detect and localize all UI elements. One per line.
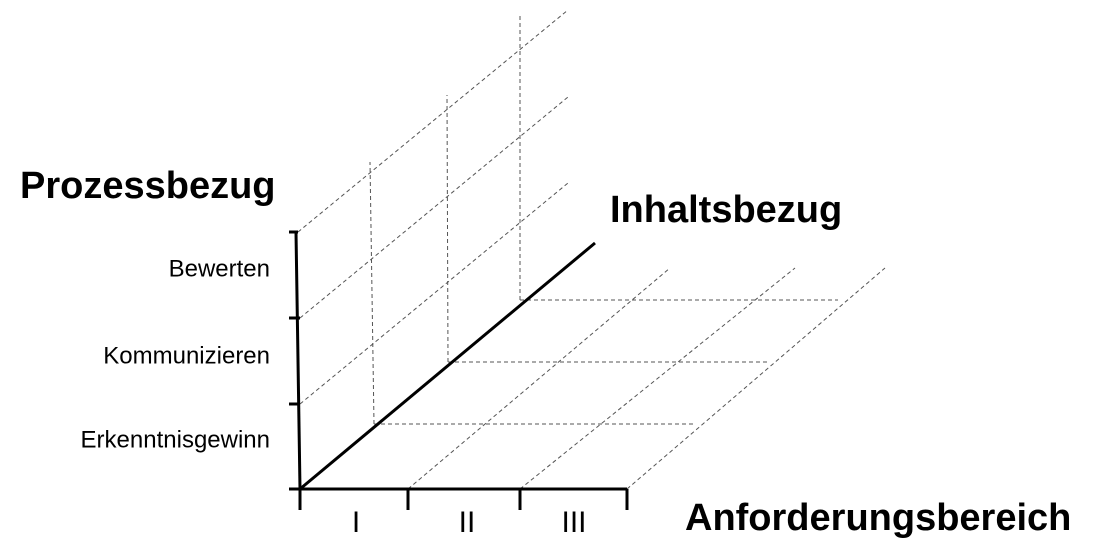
horizontal-axis-title: Anforderungsbereich	[685, 497, 1071, 539]
grid-line	[519, 267, 796, 490]
grid-line	[299, 96, 569, 319]
grid-line	[626, 267, 886, 490]
grid-line	[369, 161, 375, 425]
depth-axis	[299, 241, 596, 491]
vertical-label: Bewerten	[169, 255, 270, 282]
grid-line	[446, 94, 449, 363]
depth-axis-title: Inhaltsbezug	[610, 189, 842, 231]
grid	[297, 9, 886, 490]
grid-line	[297, 9, 569, 233]
horizontal-label: III	[561, 506, 586, 539]
grid-line	[299, 182, 569, 405]
vertical-axis	[294, 231, 302, 490]
grid-line	[407, 267, 671, 490]
vertical-axis-title: Prozessbezug	[20, 165, 276, 207]
vertical-label: Kommunizieren	[103, 342, 270, 369]
horizontal-label: II	[459, 506, 476, 539]
vertical-label: Erkenntnisgewinn	[81, 426, 270, 453]
horizontal-label: I	[352, 506, 360, 539]
axes	[289, 230, 629, 510]
